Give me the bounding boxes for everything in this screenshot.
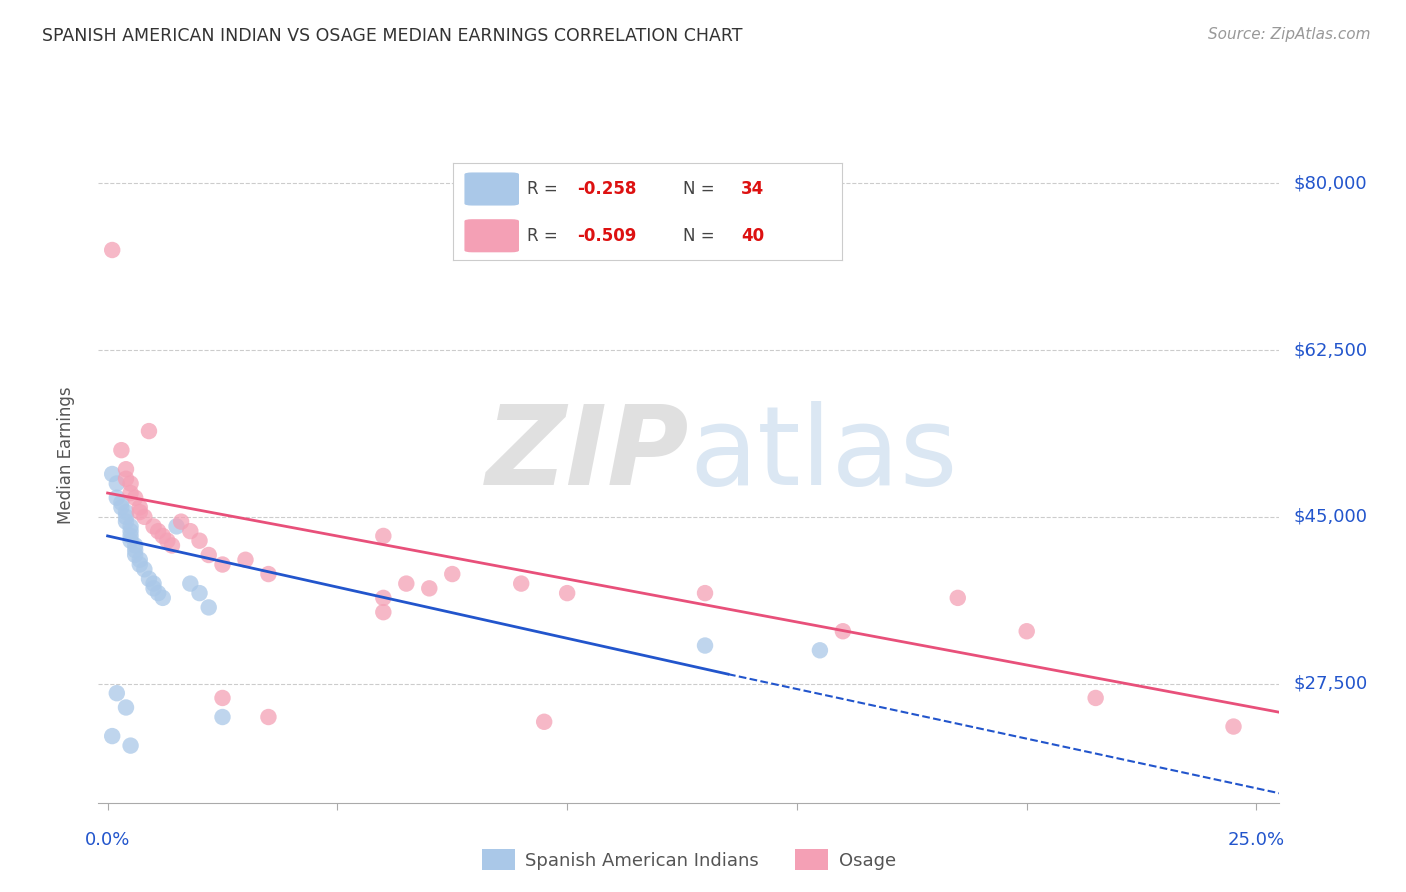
Text: 34: 34 [741, 180, 765, 198]
Point [1222, 720, 1244, 734]
Point [693, 586, 716, 600]
Point [124, 539, 146, 553]
Point [693, 639, 716, 653]
Point [101, 729, 124, 743]
Point [120, 529, 142, 543]
Point [128, 505, 150, 519]
Point [124, 543, 146, 558]
Text: 25.0%: 25.0% [1227, 830, 1285, 848]
Point [105, 491, 128, 505]
Point [142, 582, 165, 596]
Point [142, 519, 165, 533]
Point [373, 591, 395, 605]
Point [128, 553, 150, 567]
Point [1084, 690, 1107, 705]
Point [146, 586, 169, 600]
Text: Source: ZipAtlas.com: Source: ZipAtlas.com [1208, 27, 1371, 42]
Point [105, 476, 128, 491]
Text: $80,000: $80,000 [1294, 174, 1367, 193]
Point [179, 576, 201, 591]
Point [134, 509, 156, 524]
Point [124, 548, 146, 562]
Point [441, 567, 464, 582]
Point [110, 443, 132, 458]
Point [211, 690, 233, 705]
Point [197, 548, 219, 562]
Text: -0.509: -0.509 [578, 227, 637, 244]
Point [115, 509, 138, 524]
Point [110, 495, 132, 509]
FancyBboxPatch shape [464, 172, 519, 205]
Point [115, 515, 138, 529]
Y-axis label: Median Earnings: Median Earnings [56, 386, 75, 524]
Point [510, 576, 533, 591]
Point [188, 586, 211, 600]
Point [110, 500, 132, 515]
Point [120, 476, 142, 491]
Text: R =: R = [527, 227, 562, 244]
Legend: Spanish American Indians, Osage: Spanish American Indians, Osage [475, 842, 903, 877]
Point [160, 539, 183, 553]
Point [152, 591, 174, 605]
Text: N =: N = [683, 227, 720, 244]
Text: -0.258: -0.258 [578, 180, 637, 198]
Text: 40: 40 [741, 227, 765, 244]
Text: ZIP: ZIP [485, 401, 689, 508]
Text: $27,500: $27,500 [1294, 674, 1368, 693]
Point [101, 243, 124, 257]
Point [418, 582, 440, 596]
Point [146, 524, 169, 538]
Point [101, 467, 124, 481]
Point [188, 533, 211, 548]
Point [142, 576, 165, 591]
Point [134, 562, 156, 576]
Point [120, 486, 142, 500]
Point [156, 533, 179, 548]
FancyBboxPatch shape [464, 219, 519, 252]
Point [257, 567, 280, 582]
Point [120, 519, 142, 533]
Point [179, 524, 201, 538]
Point [138, 572, 160, 586]
Point [533, 714, 555, 729]
Point [808, 643, 831, 657]
Text: atlas: atlas [689, 401, 957, 508]
Point [138, 424, 160, 438]
Point [152, 529, 174, 543]
Point [373, 605, 395, 619]
Text: N =: N = [683, 180, 720, 198]
Point [235, 553, 257, 567]
Point [170, 515, 193, 529]
Point [128, 558, 150, 572]
Point [128, 500, 150, 515]
Text: R =: R = [527, 180, 562, 198]
Point [197, 600, 219, 615]
Point [211, 710, 233, 724]
Text: $62,500: $62,500 [1294, 341, 1368, 359]
Point [115, 700, 138, 714]
Point [115, 462, 138, 476]
Point [395, 576, 418, 591]
Point [166, 519, 188, 533]
Point [373, 529, 395, 543]
Point [555, 586, 578, 600]
Point [115, 472, 138, 486]
Point [831, 624, 853, 639]
Point [105, 686, 128, 700]
Text: $45,000: $45,000 [1294, 508, 1368, 526]
Point [120, 739, 142, 753]
Point [120, 524, 142, 538]
Point [115, 505, 138, 519]
Point [946, 591, 969, 605]
Point [211, 558, 233, 572]
Text: 0.0%: 0.0% [84, 830, 131, 848]
Point [124, 491, 146, 505]
Point [1015, 624, 1038, 639]
Point [120, 533, 142, 548]
Text: SPANISH AMERICAN INDIAN VS OSAGE MEDIAN EARNINGS CORRELATION CHART: SPANISH AMERICAN INDIAN VS OSAGE MEDIAN … [42, 27, 742, 45]
Point [257, 710, 280, 724]
